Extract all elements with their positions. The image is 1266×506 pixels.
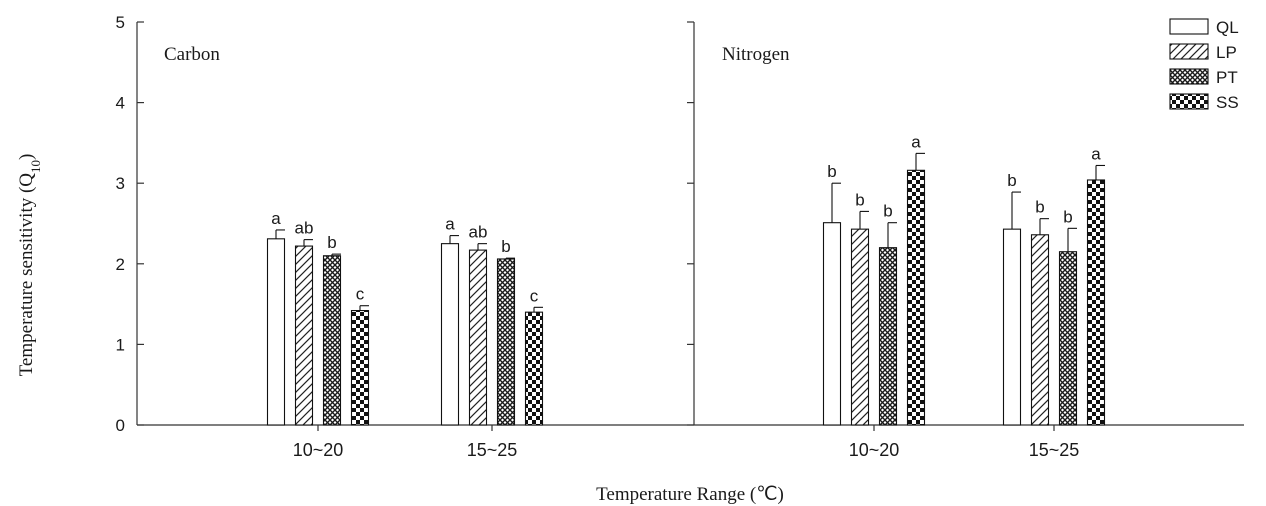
bar	[906, 169, 926, 426]
bar	[524, 311, 544, 426]
y-tick-label: 3	[116, 174, 125, 193]
bar	[468, 249, 488, 426]
bars	[266, 152, 1106, 426]
legend-label: LP	[1216, 43, 1237, 62]
significance-label: b	[327, 233, 336, 252]
legend-swatch	[1169, 43, 1209, 60]
bar	[440, 243, 460, 426]
legend-swatch	[1169, 18, 1209, 35]
significance-label: c	[356, 285, 365, 304]
y-tick-label: 4	[116, 94, 125, 113]
significance-label: ab	[295, 219, 314, 238]
x-tick-label: 15~25	[1029, 440, 1080, 460]
significance-label: ab	[469, 223, 488, 242]
significance-label: b	[1063, 207, 1072, 226]
significance-label: b	[855, 190, 864, 209]
significance-label: b	[1035, 198, 1044, 217]
panel-title: Nitrogen	[722, 44, 790, 65]
significance-label: a	[911, 132, 921, 151]
bar	[496, 258, 516, 426]
y-axis-title-subscript: 10	[28, 160, 43, 173]
significance-label: a	[445, 215, 455, 234]
significance-label: a	[271, 209, 281, 228]
y-tick-label: 5	[116, 13, 125, 32]
bar	[294, 245, 314, 426]
panel-title: Carbon	[164, 44, 220, 65]
legend-label: QL	[1216, 18, 1239, 37]
y-axis-title-main: Temperature sensitivity (Q	[16, 173, 37, 377]
bar	[1002, 228, 1022, 426]
bar	[266, 238, 286, 426]
legend-swatch	[1169, 68, 1209, 85]
bar	[1058, 251, 1078, 426]
significance-label: c	[530, 286, 539, 305]
significance-label: b	[827, 162, 836, 181]
x-tick-label: 10~20	[293, 440, 344, 460]
legend-label: SS	[1216, 93, 1239, 112]
y-axis-title-close: )	[16, 154, 37, 160]
legend-swatch	[1169, 93, 1209, 110]
legend-label: PT	[1216, 68, 1238, 87]
y-axis-title: Temperature sensitivity (Q10)	[16, 154, 43, 377]
bar	[1030, 234, 1050, 426]
bar	[1086, 179, 1106, 426]
y-tick-label: 2	[116, 255, 125, 274]
significance-label: a	[1091, 144, 1101, 163]
y-tick-label: 0	[116, 416, 125, 435]
bar	[822, 222, 842, 426]
significance-label: b	[501, 237, 510, 256]
x-axis-title: Temperature Range (℃)	[596, 484, 784, 505]
x-tick-label: 10~20	[849, 440, 900, 460]
bar	[322, 255, 342, 426]
bar	[878, 247, 898, 426]
bar	[350, 309, 370, 426]
significance-label: b	[883, 202, 892, 221]
significance-label: b	[1007, 171, 1016, 190]
y-tick-label: 1	[116, 335, 125, 354]
bar	[850, 228, 870, 426]
x-tick-label: 15~25	[467, 440, 518, 460]
